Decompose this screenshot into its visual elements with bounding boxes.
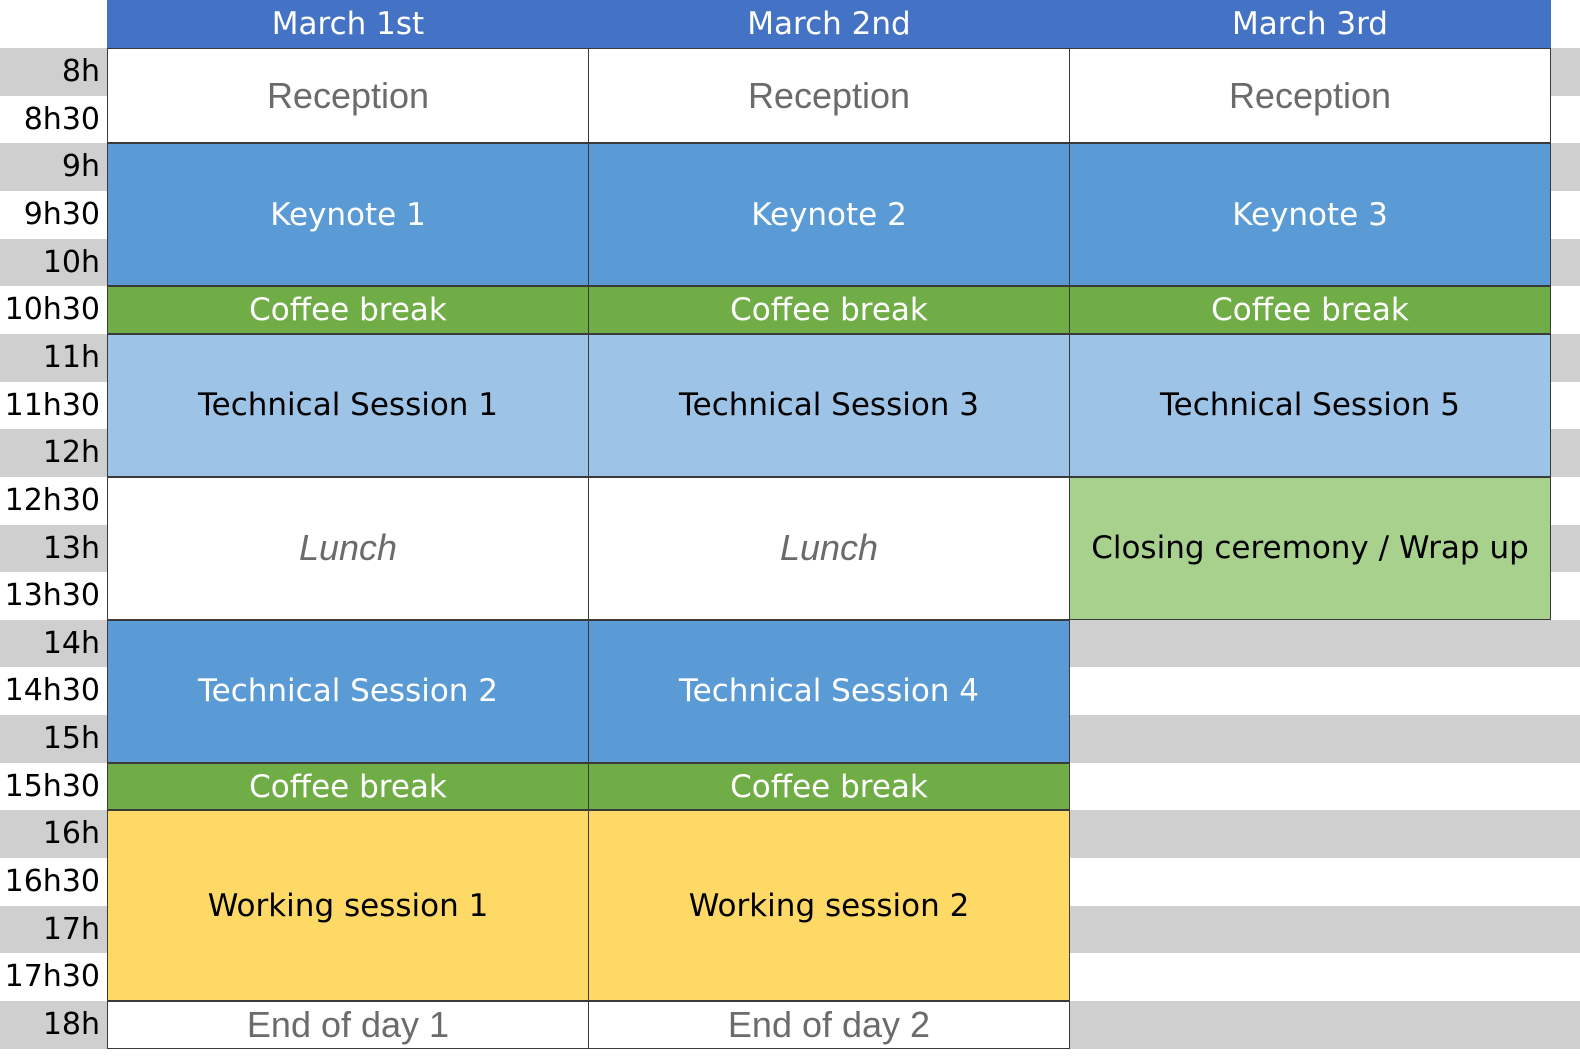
event-working-session-2-day2: Working session 2 (588, 810, 1070, 1001)
time-label-11h30: 11h30 (4, 387, 100, 423)
event-label: Coffee break (1211, 292, 1409, 329)
time-label-8h: 8h (61, 54, 100, 89)
event-closing-ceremony-wrap-up-day3: Closing ceremony / Wrap up (1069, 476, 1551, 620)
time-label-17h: 17h (42, 911, 100, 947)
day-header-3: March 3rd (1069, 0, 1551, 48)
time-label-13h30: 13h30 (4, 578, 100, 614)
time-label-16h: 16h (42, 816, 100, 852)
event-coffee-break-day1: Coffee break (107, 286, 589, 334)
event-working-session-1-day1: Working session 1 (107, 810, 589, 1001)
event-label: Lunch (298, 527, 398, 569)
event-end-of-day-1-day1: End of day 1 (107, 1001, 589, 1049)
event-label: End of day 2 (727, 1003, 931, 1045)
time-label-14h30: 14h30 (4, 673, 100, 709)
event-coffee-break-day1: Coffee break (107, 762, 589, 811)
time-label-13h: 13h (42, 530, 100, 566)
time-label-10h30: 10h30 (4, 292, 100, 328)
event-end-of-day-2-day2: End of day 2 (588, 1001, 1070, 1049)
time-label-16h30: 16h30 (4, 864, 100, 900)
event-technical-session-2-day1: Technical Session 2 (107, 619, 589, 763)
event-label: Coffee break (730, 768, 928, 805)
time-label-15h: 15h (42, 721, 100, 757)
event-label: Keynote 3 (1232, 196, 1388, 233)
day-header-2: March 2nd (588, 0, 1070, 48)
time-label-12h30: 12h30 (4, 482, 100, 518)
time-label-9h30: 9h30 (23, 196, 100, 232)
event-label: Coffee break (249, 292, 447, 329)
event-lunch-day1: Lunch (107, 476, 589, 620)
event-label: Technical Session 1 (197, 387, 499, 424)
event-label: Lunch (779, 527, 879, 569)
event-reception-day3: Reception (1069, 48, 1551, 144)
time-label-14h: 14h (42, 625, 100, 661)
event-technical-session-1-day1: Technical Session 1 (107, 333, 589, 477)
event-label: Coffee break (249, 768, 447, 805)
day-header-1: March 1st (107, 0, 589, 48)
time-label-10h: 10h (42, 244, 100, 280)
time-label-9h: 9h (61, 149, 100, 185)
event-label: Keynote 2 (751, 196, 907, 233)
event-technical-session-5-day3: Technical Session 5 (1069, 333, 1551, 477)
event-label: Closing ceremony / Wrap up (1091, 530, 1529, 567)
event-keynote-2-day2: Keynote 2 (588, 143, 1070, 287)
time-label-15h30: 15h30 (4, 768, 100, 804)
event-label: Working session 1 (207, 887, 489, 924)
time-label-8h30: 8h30 (23, 101, 100, 137)
event-technical-session-3-day2: Technical Session 3 (588, 333, 1070, 477)
time-label-12h: 12h (42, 435, 100, 471)
event-coffee-break-day2: Coffee break (588, 286, 1070, 334)
event-label: Reception (266, 74, 430, 116)
event-keynote-1-day1: Keynote 1 (107, 143, 589, 287)
event-technical-session-4-day2: Technical Session 4 (588, 619, 1070, 763)
event-lunch-day2: Lunch (588, 476, 1070, 620)
event-label: Reception (747, 74, 911, 116)
event-coffee-break-day2: Coffee break (588, 762, 1070, 811)
event-label: Technical Session 2 (197, 673, 499, 710)
event-label: Technical Session 3 (678, 387, 980, 424)
event-label: Working session 2 (688, 887, 970, 924)
event-label: End of day 1 (246, 1003, 450, 1045)
time-label-11h: 11h (42, 339, 100, 375)
event-label: Keynote 1 (270, 196, 426, 233)
event-coffee-break-day3: Coffee break (1069, 286, 1551, 334)
event-reception-day2: Reception (588, 48, 1070, 144)
event-keynote-3-day3: Keynote 3 (1069, 143, 1551, 287)
event-reception-day1: Reception (107, 48, 589, 144)
event-label: Technical Session 5 (1159, 387, 1461, 424)
time-label-17h30: 17h30 (4, 959, 100, 995)
event-label: Technical Session 4 (678, 673, 980, 710)
time-label-18h: 18h (42, 1007, 100, 1042)
event-label: Reception (1228, 74, 1392, 116)
event-label: Coffee break (730, 292, 928, 329)
